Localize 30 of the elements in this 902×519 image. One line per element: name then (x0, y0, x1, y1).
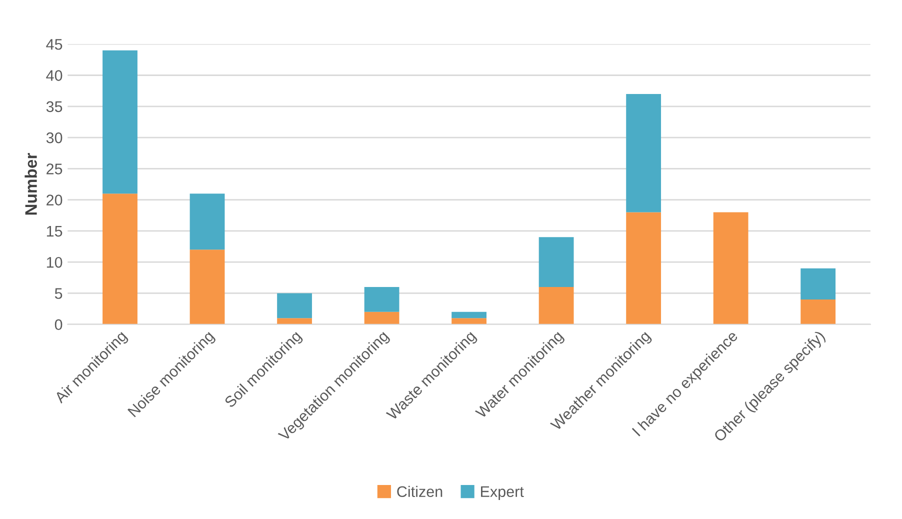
bar (190, 250, 225, 324)
bar (277, 318, 312, 324)
y-tick-label: 10 (46, 256, 62, 268)
y-tick-label: 35 (46, 101, 62, 112)
bar (102, 194, 138, 324)
bar (277, 293, 312, 318)
bar (800, 268, 836, 300)
bar (452, 312, 486, 318)
y-tick-label: 40 (46, 70, 62, 81)
y-tick-label: 30 (46, 132, 62, 144)
y-axis-title: Number (24, 153, 37, 215)
bar (800, 299, 836, 324)
bar (713, 212, 748, 324)
bar (364, 312, 400, 324)
y-tick-label: 20 (46, 194, 62, 206)
bar (364, 287, 400, 312)
y-tick-label: 5 (54, 288, 62, 299)
legend-label: Expert (481, 486, 524, 500)
bar (190, 194, 225, 250)
bar (626, 212, 662, 324)
y-tick-label: 25 (46, 164, 62, 174)
bar (452, 318, 486, 324)
bar (626, 94, 662, 212)
bar (538, 237, 574, 288)
y-tick-label: 15 (46, 226, 62, 237)
bar (102, 50, 138, 194)
bar (538, 287, 574, 324)
y-tick-label: 0 (54, 319, 62, 330)
y-tick-label: 45 (46, 39, 62, 50)
legend-label: Citizen (397, 486, 442, 498)
